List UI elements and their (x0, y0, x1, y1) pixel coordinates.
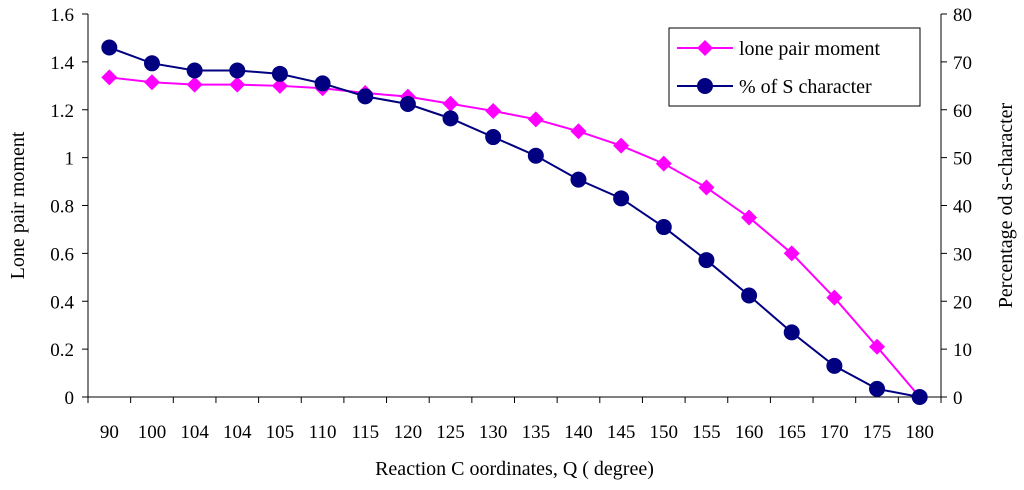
data-point-diamond (527, 111, 544, 128)
x-tick-label: 90 (100, 422, 119, 443)
y-tick-label: 1.2 (50, 101, 74, 122)
data-point-diamond (783, 245, 800, 262)
data-point-circle (186, 62, 203, 79)
series-line (109, 76, 921, 398)
data-point-diamond (826, 289, 843, 306)
x-tick-label: 160 (735, 422, 764, 443)
data-point-diamond (271, 77, 288, 94)
x-tick-label: 110 (309, 422, 337, 443)
y-tick-label: 0.8 (50, 197, 74, 218)
legend-label: lone pair moment (739, 38, 881, 60)
series-2 (101, 39, 928, 405)
data-point-diamond (485, 102, 502, 119)
data-point-circle (101, 39, 118, 56)
y-tick-label: 0.6 (50, 244, 74, 265)
y-axis-title: Lone pair moment (7, 131, 29, 279)
y2-tick-label: 60 (953, 101, 972, 122)
legend-label: % of S character (739, 76, 872, 98)
data-point-circle (314, 75, 331, 92)
data-point-circle (869, 380, 886, 397)
legend-marker-circle (697, 78, 713, 94)
x-tick-label: 100 (138, 422, 167, 443)
x-tick-label: 175 (863, 422, 892, 443)
legend-marker-diamond (697, 40, 713, 56)
y2-tick-label: 30 (953, 244, 972, 265)
y2-axis-title: Percentage od s-character (995, 102, 1017, 308)
data-point-circle (570, 171, 587, 188)
data-point-circle (229, 62, 246, 79)
data-point-circle (485, 129, 502, 146)
x-tick-label: 165 (777, 422, 806, 443)
data-point-diamond (570, 123, 587, 140)
data-point-circle (741, 287, 758, 304)
x-tick-label: 180 (905, 422, 934, 443)
x-tick-label: 145 (607, 422, 636, 443)
y-tick-label: 0.4 (50, 292, 74, 313)
data-point-diamond (442, 95, 459, 112)
y-tick-label: 1 (65, 149, 75, 170)
y-tick-label: 0 (65, 388, 75, 409)
y2-tick-label: 80 (953, 5, 972, 26)
y2-tick-label: 20 (953, 292, 972, 313)
y-tick-label: 1.6 (50, 5, 74, 26)
data-point-circle (271, 65, 288, 82)
x-tick-label: 150 (650, 422, 679, 443)
axes: 0 0.2 0.4 0.6 0.8 1 1.2 1.4 1.6 0 10 20 30 40 50 60 70 80… (50, 5, 972, 443)
x-tick-label: 120 (394, 422, 423, 443)
x-tick-label: 104 (180, 422, 209, 443)
x-axis-title: Reaction C oordinates, Q ( degree) (375, 458, 654, 480)
data-point-diamond (655, 155, 672, 172)
legend: lone pair moment % of S character (668, 27, 921, 107)
data-point-circle (655, 219, 672, 236)
data-point-diamond (741, 209, 758, 226)
x-tick-label: 130 (479, 422, 508, 443)
data-point-circle (399, 96, 416, 113)
y-tick-label: 0.2 (50, 340, 74, 361)
data-point-diamond (101, 69, 118, 86)
data-point-circle (783, 324, 800, 341)
y2-tick-label: 40 (953, 197, 972, 218)
data-point-diamond (869, 338, 886, 355)
data-point-circle (911, 389, 928, 405)
x-tick-label: 170 (820, 422, 849, 443)
data-point-diamond (186, 76, 203, 93)
x-tick-label: 155 (692, 422, 721, 443)
data-point-diamond (613, 137, 630, 154)
data-point-circle (698, 252, 715, 269)
y2-tick-label: 70 (953, 53, 972, 74)
x-tick-label: 125 (436, 422, 465, 443)
x-tick-label: 104 (223, 422, 252, 443)
legend-box (668, 27, 921, 107)
data-point-circle (442, 110, 459, 127)
data-point-circle (143, 55, 160, 72)
data-point-circle (613, 190, 630, 207)
data-point-diamond (229, 76, 246, 93)
data-point-circle (527, 147, 544, 164)
y2-tick-label: 0 (953, 388, 963, 409)
y2-tick-label: 50 (953, 149, 972, 170)
y-tick-label: 1.4 (50, 53, 74, 74)
x-tick-label: 140 (564, 422, 593, 443)
y2-tick-label: 10 (953, 340, 972, 361)
x-tick-label: 115 (351, 422, 379, 443)
series-layer (101, 39, 928, 405)
data-point-circle (826, 357, 843, 374)
data-point-diamond (143, 74, 160, 91)
x-tick-label: 135 (522, 422, 551, 443)
data-point-diamond (698, 179, 715, 196)
data-point-circle (357, 88, 374, 105)
x-tick-label: 105 (266, 422, 295, 443)
series-1 (101, 69, 928, 405)
